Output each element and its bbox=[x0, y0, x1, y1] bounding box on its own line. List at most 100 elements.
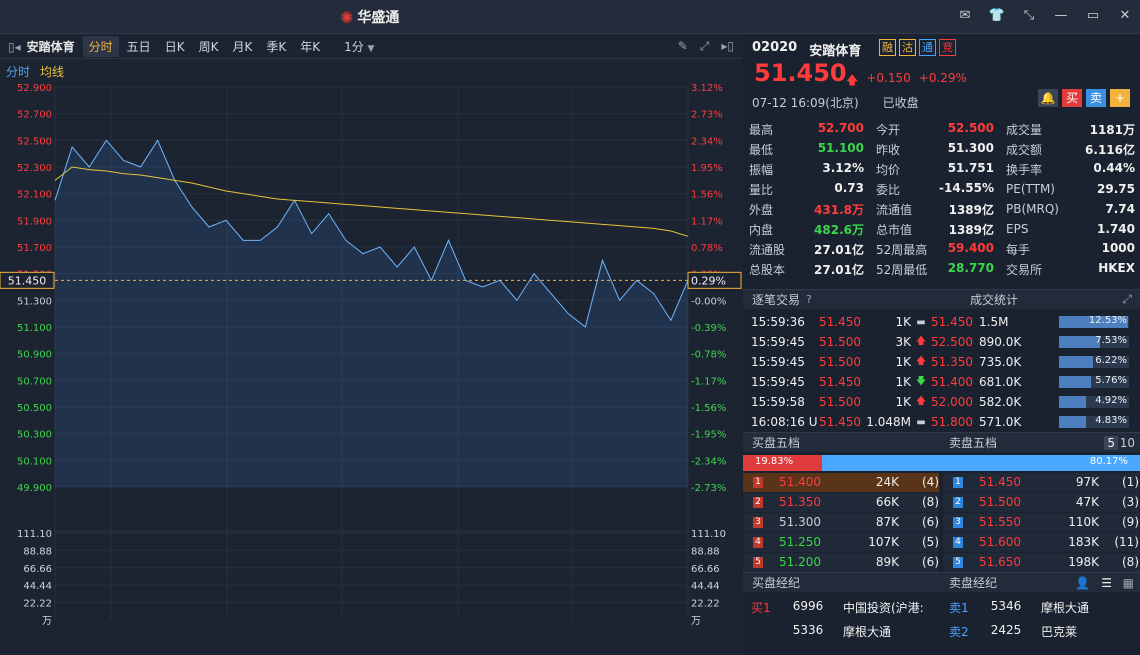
bid-orders: (8) bbox=[922, 495, 939, 509]
shirt-icon[interactable]: 👕 bbox=[988, 8, 1006, 23]
panel-toggle-icon[interactable]: ▯◂ bbox=[8, 39, 21, 54]
ask-level[interactable]: 4 51.600 183K (11) bbox=[943, 532, 1139, 552]
alert-bell-icon[interactable]: 🔔 bbox=[1038, 89, 1058, 107]
tab-monthly[interactable]: 月K bbox=[232, 40, 253, 54]
ask-orders: (11) bbox=[1114, 535, 1139, 549]
bid-level[interactable]: 4 51.250 107K (5) bbox=[743, 532, 939, 552]
stat-bar: 4.83% bbox=[1059, 415, 1129, 428]
bid-level[interactable]: 1 51.400 24K (4) bbox=[743, 472, 939, 492]
broker-row: 5336 摩根大通 卖2 2425 巴克莱 bbox=[743, 619, 1140, 643]
tab-weekly[interactable]: 周K bbox=[198, 40, 219, 54]
bid-level[interactable]: 5 51.200 89K (6) bbox=[743, 552, 939, 572]
bid-broker[interactable]: 5336 摩根大通 bbox=[743, 623, 939, 640]
maximize-icon[interactable]: ▭ bbox=[1086, 8, 1100, 23]
stat-pct: 4.92% bbox=[1095, 395, 1127, 406]
ask-level[interactable]: 3 51.550 110K (9) bbox=[943, 512, 1139, 532]
stats-row: 最高 52.700 今开 52.500 成交量 1181万 bbox=[749, 119, 1135, 139]
level-5-toggle[interactable]: 5 bbox=[1104, 435, 1118, 450]
minimize-icon[interactable]: — bbox=[1054, 8, 1068, 23]
price-tick-label: 50.700 bbox=[17, 376, 52, 387]
ask-level[interactable]: 2 51.500 47K (3) bbox=[943, 492, 1139, 512]
volume-tick-label-right: 22.22 bbox=[691, 599, 720, 610]
sell-button[interactable]: 卖 bbox=[1086, 89, 1106, 107]
stat-cell: 总市值 1389亿 bbox=[870, 221, 1000, 238]
expand-stats-icon[interactable]: ⤢ bbox=[1122, 292, 1132, 306]
level-10-toggle[interactable]: 10 bbox=[1119, 435, 1135, 450]
ask-level[interactable]: 5 51.650 198K (8) bbox=[943, 552, 1139, 572]
price-tick-label: 51.700 bbox=[17, 243, 52, 254]
price-change: +0.150 bbox=[866, 71, 911, 85]
ask-level[interactable]: 1 51.450 97K (1) bbox=[943, 472, 1139, 492]
ask-broker-code: 2425 bbox=[990, 623, 1022, 637]
collapse-icon[interactable]: ⤡ bbox=[1023, 8, 1035, 23]
stat-label: 内盘 bbox=[749, 222, 774, 237]
avg-line bbox=[54, 166, 689, 237]
arrow-up-icon: 🡅 bbox=[846, 73, 859, 87]
ask-level-number: 2 bbox=[953, 496, 963, 508]
stat-price: 51.350 bbox=[931, 355, 973, 369]
stat-cell: PE(TTM) 29.75 bbox=[1000, 182, 1135, 196]
stat-value: 1000 bbox=[1101, 240, 1135, 255]
help-icon[interactable]: ? bbox=[806, 293, 812, 306]
trade-price: 51.500 bbox=[819, 335, 861, 349]
bid-broker[interactable]: 买1 6996 中国投资(沪港: bbox=[743, 599, 939, 616]
ask-volume: 183K bbox=[1068, 535, 1099, 549]
ask-broker[interactable]: 卖1 5346 摩根大通 bbox=[941, 599, 1137, 616]
arrow-up-icon: 🡅 bbox=[915, 395, 927, 407]
pct-tick-label: -0.78% bbox=[691, 350, 726, 361]
tab-intraday[interactable]: 分时 bbox=[82, 36, 119, 57]
bid-orders: (6) bbox=[922, 515, 939, 529]
stat-volume: 1.5M bbox=[979, 315, 1009, 329]
stat-label: 总股本 bbox=[749, 262, 786, 277]
tab-quarterly[interactable]: 季K bbox=[266, 40, 287, 54]
arrow-up-icon: 🡅 bbox=[915, 335, 927, 347]
price-tick-label: 52.300 bbox=[17, 163, 52, 174]
stat-label: 振幅 bbox=[749, 162, 774, 177]
stat-volume: 582.0K bbox=[979, 395, 1022, 409]
stat-bar-fill bbox=[1059, 416, 1086, 428]
close-icon[interactable]: ✕ bbox=[1119, 8, 1131, 23]
interval-select[interactable]: 1分 ▼ bbox=[338, 36, 380, 57]
stat-cell: 流通值 1389亿 bbox=[870, 201, 1000, 218]
panel-right-icon[interactable]: ▸▯ bbox=[721, 39, 734, 53]
ask-book-title: 卖盘五档 bbox=[949, 436, 998, 450]
intraday-chart[interactable]: 52.900 3.12% 52.700 2.73% 52.500 2.34% 52.300 1… bbox=[0, 79, 742, 655]
tab-yearly[interactable]: 年K bbox=[300, 40, 321, 54]
bid-volume: 107K bbox=[868, 535, 899, 549]
orderbook-row: 4 51.250 107K (5) 4 51.600 183K (11) bbox=[743, 532, 1140, 552]
stat-value: 1181万 bbox=[1089, 122, 1135, 137]
bid-level[interactable]: 3 51.300 87K (6) bbox=[743, 512, 939, 532]
stat-bar: 4.92% bbox=[1059, 395, 1129, 408]
ask-volume: 97K bbox=[1075, 475, 1099, 489]
bid-level[interactable]: 2 51.350 66K (8) bbox=[743, 492, 939, 512]
ask-volume: 198K bbox=[1068, 555, 1099, 569]
stat-cell: 均价 51.751 bbox=[870, 161, 1000, 178]
ask-broker-name: 巴克莱 bbox=[1041, 625, 1078, 639]
pct-tick-label: -2.73% bbox=[691, 483, 726, 494]
buy-button[interactable]: 买 bbox=[1062, 89, 1082, 107]
ask-broker[interactable]: 卖2 2425 巴克莱 bbox=[941, 623, 1137, 640]
volume-tick-label: 44.44 bbox=[23, 581, 52, 592]
logo-icon: ✺ bbox=[340, 7, 354, 27]
stat-cell: 每手 1000 bbox=[1000, 241, 1135, 258]
expand-icon[interactable]: ⤢ bbox=[699, 39, 710, 53]
pen-icon[interactable]: ✎ bbox=[677, 39, 688, 53]
current-price-label: 51.450 bbox=[8, 274, 47, 287]
tab-5day[interactable]: 五日 bbox=[126, 40, 151, 54]
price-tick-label: 52.700 bbox=[17, 110, 52, 121]
person-icon[interactable]: 👤 bbox=[1075, 575, 1090, 590]
stock-name: 安踏体育 bbox=[809, 44, 862, 59]
volume-tick-label: 万 bbox=[42, 616, 52, 627]
stat-label: 总市值 bbox=[876, 222, 913, 237]
stat-cell: 昨收 51.300 bbox=[870, 141, 1000, 158]
stat-pct: 6.22% bbox=[1095, 355, 1127, 366]
tab-daily[interactable]: 日K bbox=[164, 40, 185, 54]
grid-icon[interactable]: ▦ bbox=[1122, 575, 1134, 590]
mail-icon[interactable]: ✉ bbox=[959, 8, 971, 23]
stat-value: 51.100 bbox=[817, 140, 864, 155]
list-icon[interactable]: ☰ bbox=[1101, 575, 1112, 590]
volume-tick-label: 88.88 bbox=[23, 546, 52, 557]
stat-bar-fill bbox=[1059, 316, 1128, 328]
ask-volume: 110K bbox=[1068, 515, 1099, 529]
add-watchlist-button[interactable]: + bbox=[1110, 89, 1130, 107]
